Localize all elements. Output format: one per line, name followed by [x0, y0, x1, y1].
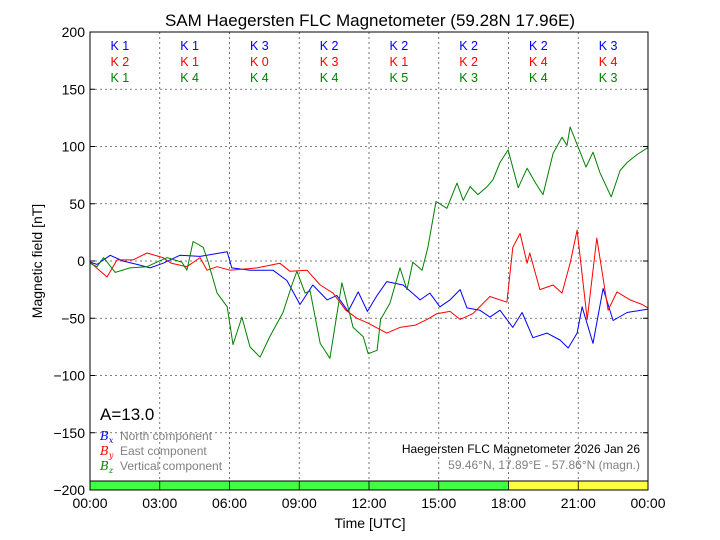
legend-symbol: By [99, 444, 114, 460]
x-tick-label: 12:00 [351, 495, 386, 511]
y-tick-label: 50 [69, 196, 85, 212]
legend-entry: By East component [99, 444, 207, 460]
k-index-y: K 0 [250, 55, 269, 69]
series-line-y [89, 229, 649, 334]
k-index-y: K 1 [180, 55, 199, 69]
y-tick-label: 0 [77, 253, 85, 269]
k-index-z: K 4 [250, 71, 269, 85]
k-index-z: K 5 [389, 71, 408, 85]
series-lines [89, 126, 649, 359]
legend-entry: Bz Vertical component [99, 459, 223, 475]
x-tick-label: 21:00 [561, 495, 596, 511]
annotation-coords: 59.46°N, 17.89°E - 57.86°N (magn.) [448, 458, 640, 472]
x-tick-label: 00:00 [630, 495, 665, 511]
y-tick-label: −200 [53, 482, 85, 498]
y-tick-label: −100 [53, 368, 85, 384]
legend-symbol: Bz [99, 459, 114, 475]
legend-label: East component [120, 444, 207, 458]
k-index-x: K 2 [389, 39, 408, 53]
k-index-labels: K 1 K 1 K 3 K 2 K 2 K 2 K 2 K 3 K 2 K 1 K 0 K 3 K 1 K… [110, 39, 617, 85]
k-index-x: K 3 [599, 39, 618, 53]
k-index-y: K 4 [599, 55, 618, 69]
plot-frame [89, 31, 649, 491]
legend: Bx North component By East component Bz Verti… [99, 429, 223, 475]
legend-label: North component [120, 429, 213, 443]
k-index-x: K 2 [529, 39, 548, 53]
k-index-x: K 1 [180, 39, 199, 53]
k-index-x: K 2 [320, 39, 339, 53]
x-tick-label: 00:00 [72, 495, 107, 511]
activity-bar [89, 480, 649, 490]
k-index-z: K 1 [110, 71, 129, 85]
chart-title: SAM Haegersten FLC Magnetometer (59.28N … [165, 11, 575, 30]
k-index-x: K 2 [459, 39, 478, 53]
k-index-z: K 3 [459, 71, 478, 85]
k-index-z: K 3 [599, 71, 618, 85]
y-tick-label: −150 [53, 425, 85, 441]
series-line-z [89, 126, 649, 359]
a-index: A=13.0 [100, 405, 154, 424]
x-axis-label: Time [UTC] [334, 515, 405, 531]
k-index-y: K 4 [529, 55, 548, 69]
legend-label: Vertical component [120, 459, 223, 473]
y-tick-label: −50 [61, 310, 85, 326]
x-tick-label: 03:00 [142, 495, 177, 511]
k-index-x: K 3 [250, 39, 269, 53]
k-index-z: K 4 [180, 71, 199, 85]
annotation-title: Haegersten FLC Magnetometer 2026 Jan 26 [402, 442, 640, 456]
y-tick-label: 200 [62, 24, 86, 40]
x-tick-label: 15:00 [421, 495, 456, 511]
grid [90, 32, 648, 490]
x-tick-label: 18:00 [491, 495, 526, 511]
k-index-y: K 2 [110, 55, 129, 69]
y-axis-label: Magnetic field [nT] [29, 204, 45, 318]
y-tick-label: 100 [62, 139, 86, 155]
x-tick-label: 06:00 [212, 495, 247, 511]
y-tick-label: 150 [62, 81, 86, 97]
k-index-y: K 2 [459, 55, 478, 69]
k-index-y: K 1 [389, 55, 408, 69]
k-index-x: K 1 [110, 39, 129, 53]
legend-entry: Bx North component [99, 429, 213, 445]
k-index-z: K 4 [320, 71, 339, 85]
k-index-z: K 4 [529, 71, 548, 85]
k-index-y: K 3 [320, 55, 339, 69]
x-tick-label: 09:00 [282, 495, 317, 511]
legend-symbol: Bx [99, 429, 114, 445]
